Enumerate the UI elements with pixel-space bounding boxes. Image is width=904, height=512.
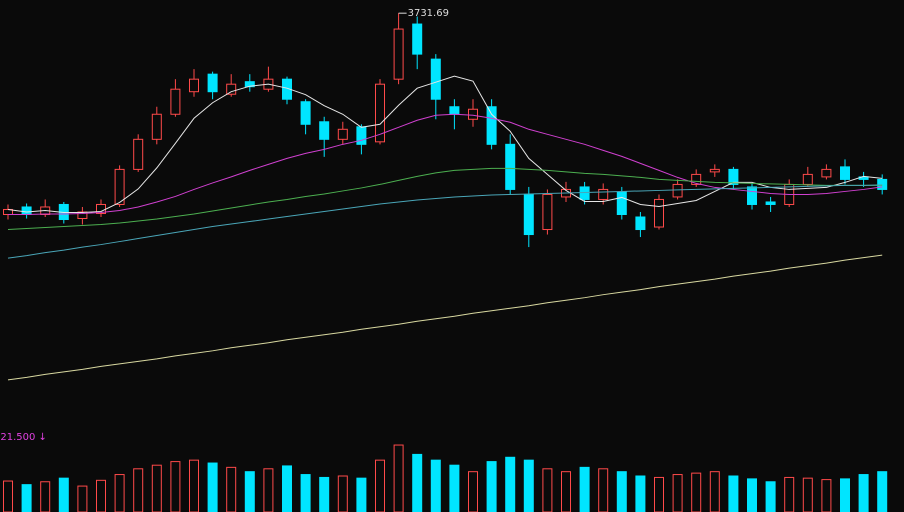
volume-bar: [319, 476, 330, 512]
candle-body: [542, 193, 553, 231]
candle-body: [579, 186, 590, 200]
volume-bar: [226, 466, 237, 512]
volume-label: 521.500 ↓: [0, 432, 47, 443]
candle-body: [616, 191, 627, 215]
moving-average-line: [7, 167, 883, 231]
volume-bar: [449, 464, 460, 512]
candle-body: [393, 28, 404, 80]
candle-body: [747, 186, 757, 205]
volume-bar: [375, 459, 385, 512]
moving-average-line: [7, 184, 883, 259]
candle-body: [449, 106, 460, 115]
volume-bar: [802, 477, 813, 512]
candle-body: [505, 143, 516, 190]
candle-body: [672, 183, 683, 198]
candle-body: [430, 58, 441, 100]
volume-bar: [747, 478, 757, 512]
candle-body: [821, 168, 832, 178]
candle-body: [635, 216, 646, 231]
candle-body: [840, 166, 850, 180]
candle-body: [356, 126, 367, 145]
moving-average-line: [7, 254, 883, 381]
volume-bar: [356, 477, 367, 512]
candle-body: [300, 101, 311, 125]
volume-bar: [840, 478, 850, 512]
volume-bar: [542, 468, 553, 512]
candle-body: [114, 168, 125, 205]
volume-bar: [189, 459, 199, 512]
candle-body: [709, 168, 720, 173]
volume-bar: [282, 465, 292, 512]
volume-bar: [207, 462, 218, 512]
volume-bar: [58, 477, 69, 512]
volume-bar: [412, 453, 423, 512]
candle-body: [226, 83, 237, 95]
moving-average-line: [8, 113, 883, 215]
candle-body: [133, 138, 144, 170]
candle-body: [207, 73, 218, 93]
volume-bar: [263, 468, 274, 512]
volume-bar: [151, 464, 162, 512]
candle-body: [598, 188, 609, 200]
volume-bar: [244, 471, 255, 512]
volume-bar: [691, 472, 702, 512]
volume-bar: [430, 459, 441, 512]
volume-bar: [579, 466, 590, 512]
moving-average-line: [7, 75, 883, 213]
volume-bar: [77, 485, 88, 512]
volume-bar: [3, 480, 13, 512]
volume-bar: [635, 475, 646, 512]
candle-body: [189, 78, 199, 93]
volume-bar: [672, 474, 683, 512]
volume-bar: [821, 479, 832, 512]
candle-body: [523, 193, 534, 236]
volume-bar: [337, 475, 348, 512]
candle-body: [877, 178, 888, 190]
volume-bar: [21, 484, 32, 512]
volume-bar: [393, 444, 404, 512]
volume-bar: [133, 468, 144, 512]
volume-bar: [877, 471, 888, 512]
candle-body: [412, 23, 423, 55]
high-label: 3731.69: [408, 8, 449, 19]
candle-body: [319, 121, 330, 140]
volume-bar: [114, 474, 125, 512]
candle-body: [765, 201, 776, 205]
volume-bar: [784, 476, 795, 512]
candle-body: [337, 128, 348, 140]
volume-bar: [300, 474, 311, 512]
candle-body: [728, 168, 739, 185]
candle-body: [486, 106, 497, 145]
candle-body: [282, 78, 292, 100]
candle-body: [151, 113, 162, 140]
candle-body: [802, 173, 813, 185]
candle-body: [21, 206, 32, 215]
volume-bar: [858, 474, 869, 512]
volume-bar: [598, 468, 609, 512]
volume-bar: [468, 471, 478, 512]
volume-bar: [616, 471, 627, 512]
candle-body: [77, 211, 88, 220]
volume-bar: [728, 475, 739, 512]
volume-bar: [505, 456, 516, 512]
candle-body: [654, 198, 664, 228]
volume-bar: [40, 481, 51, 512]
candle-body: [170, 88, 181, 115]
volume-bar: [709, 471, 720, 512]
candle-body: [375, 83, 385, 143]
volume-bar: [561, 471, 571, 512]
candle-body: [468, 108, 478, 120]
volume-bar: [170, 461, 181, 512]
volume-bar: [654, 476, 664, 512]
volume-bar: [96, 479, 106, 512]
volume-bar: [765, 481, 776, 512]
volume-bar: [523, 459, 534, 512]
candle-body: [691, 173, 702, 185]
volume-bar: [486, 461, 497, 512]
